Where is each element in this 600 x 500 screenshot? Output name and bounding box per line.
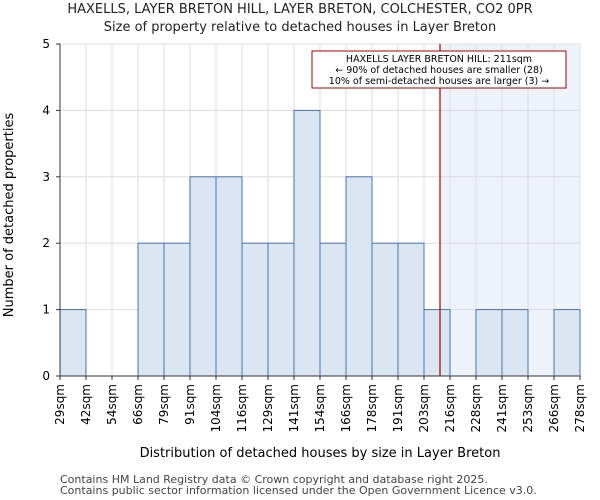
chart-subtitle: Size of property relative to detached ho…: [103, 20, 497, 35]
x-tick-label: 79sqm: [157, 384, 171, 425]
x-tick-label: 241sqm: [495, 384, 509, 432]
bar-154sqm: [319, 242, 347, 377]
x-axis-label: Distribution of detached houses by size …: [140, 446, 501, 461]
footer-copyright: Contains HM Land Registry data © Crown c…: [60, 473, 488, 486]
x-tick-label: 253sqm: [521, 384, 535, 432]
y-tick-label: 3: [42, 170, 50, 184]
bar-129sqm: [267, 242, 295, 377]
x-tick-label: 104sqm: [209, 384, 223, 432]
y-axis-label: Number of detached properties: [2, 113, 17, 318]
y-tick-label: 1: [42, 303, 50, 317]
x-tick-label: 54sqm: [105, 384, 119, 425]
bar-79sqm: [163, 242, 191, 377]
bar-178sqm: [371, 242, 399, 377]
bar-166sqm: [345, 176, 373, 377]
bar-29sqm: [59, 309, 87, 377]
bar-66sqm: [137, 242, 165, 377]
bar-203sqm: [423, 309, 451, 377]
bar-266sqm: [553, 309, 581, 377]
x-tick-label: 278sqm: [573, 384, 587, 432]
x-tick-label: 42sqm: [79, 384, 93, 425]
x-tick-label: 116sqm: [235, 384, 249, 432]
bar-241sqm: [501, 309, 529, 377]
bar-104sqm: [215, 176, 243, 377]
x-tick-label: 178sqm: [365, 384, 379, 432]
annotation-line-3: 10% of semi-detached houses are larger (…: [329, 76, 549, 87]
bar-191sqm: [397, 242, 425, 377]
x-tick-label: 216sqm: [443, 384, 457, 432]
annotation-line-2: ← 90% of detached houses are smaller (28…: [335, 65, 542, 76]
bars: [59, 109, 581, 377]
x-tick-label: 66sqm: [131, 384, 145, 425]
annotation-line-1: HAXELLS LAYER BRETON HILL: 211sqm: [346, 54, 532, 65]
x-tick-labels: 29sqm 42sqm 54sqm 66sqm 79sqm 91sqm 104sqm 116s…: [53, 376, 587, 432]
x-tick-label: 91sqm: [183, 384, 197, 425]
y-tick-label: 2: [42, 236, 50, 250]
footer-licence: Contains public sector information licen…: [60, 484, 537, 497]
y-tick-label: 5: [42, 37, 50, 51]
y-tick-label: 0: [42, 369, 50, 383]
y-tick-labels: 0 1 2 3 4 5: [42, 37, 60, 383]
bar-91sqm: [189, 176, 217, 377]
histogram-chart: 0 1 2 3 4 5 29sqm 42sqm 54sqm 66sqm 79sqm 91sqm 104…: [2, 37, 587, 461]
x-tick-label: 266sqm: [547, 384, 561, 432]
bar-141sqm: [293, 109, 321, 377]
bar-116sqm: [241, 242, 269, 377]
x-tick-label: 129sqm: [261, 384, 275, 432]
x-tick-label: 203sqm: [417, 384, 431, 432]
annotation-box: HAXELLS LAYER BRETON HILL: 211sqm ← 90% …: [311, 50, 567, 89]
x-tick-label: 228sqm: [469, 384, 483, 432]
x-tick-label: 166sqm: [339, 384, 353, 432]
chart-title: HAXELLS, LAYER BRETON HILL, LAYER BRETON…: [67, 2, 533, 17]
x-tick-label: 29sqm: [53, 384, 67, 425]
bar-228sqm: [475, 309, 503, 377]
x-tick-label: 154sqm: [313, 384, 327, 432]
x-tick-label: 141sqm: [287, 384, 301, 432]
x-tick-label: 191sqm: [391, 384, 405, 432]
annotation-frame: [311, 50, 567, 89]
y-tick-label: 4: [42, 103, 50, 117]
